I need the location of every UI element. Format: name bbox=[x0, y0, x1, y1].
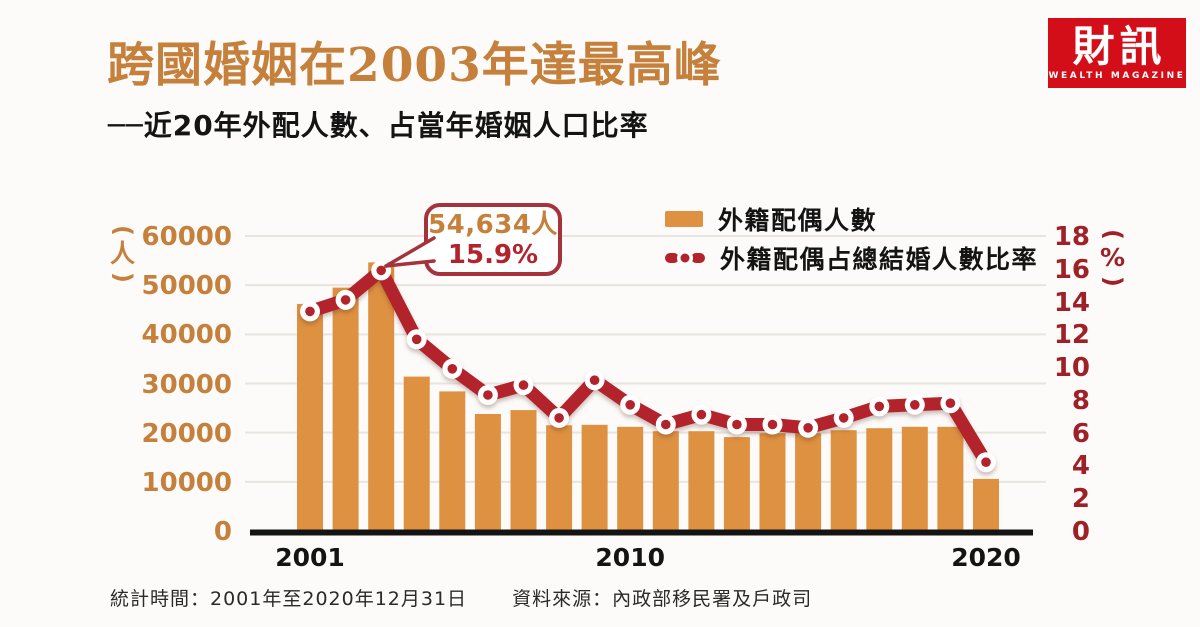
ratio-line-series bbox=[300, 260, 996, 473]
right-axis-tick-8: 8 bbox=[1071, 385, 1090, 416]
left-axis-tick-60000: 60000 bbox=[141, 222, 232, 252]
right-axis-tick-12: 12 bbox=[1053, 320, 1090, 351]
bar-2014 bbox=[759, 433, 786, 535]
right-axis-unit-label: (%) bbox=[1099, 229, 1128, 287]
bar-swatch-icon bbox=[665, 211, 703, 227]
marker-dot-2020 bbox=[981, 457, 991, 468]
legend-item-ratio: 外籍配偶占總結婚人數比率 bbox=[665, 243, 1039, 274]
legend-item-spouse-count: 外籍配偶人數 bbox=[665, 204, 1038, 235]
bar-2016 bbox=[830, 430, 857, 535]
right-axis-tick-18: 18 bbox=[1053, 222, 1090, 252]
right-axis-tick-14: 14 bbox=[1053, 287, 1090, 318]
marker-dot-2002 bbox=[340, 295, 351, 305]
logo-wordmark: 財訊 bbox=[1072, 22, 1167, 71]
marker-dot-2006 bbox=[483, 390, 493, 400]
legend-label-ratio: 外籍配偶占總結婚人數比率 bbox=[720, 245, 1039, 274]
marker-dot-2013 bbox=[732, 419, 742, 430]
bar-2012 bbox=[688, 431, 715, 535]
left-axis-unit-label: (人) bbox=[109, 225, 137, 283]
right-axis-ticks: 18 16 14 12 10 8 6 4 2 0 bbox=[1044, 0, 1090, 627]
marker-dot-2016 bbox=[838, 413, 849, 423]
right-axis-tick-2: 2 bbox=[1071, 484, 1090, 515]
left-axis-tick-50000: 50000 bbox=[141, 271, 232, 302]
marker-dot-2008 bbox=[554, 413, 564, 423]
x-axis-tick-2001: 2001 bbox=[275, 543, 345, 572]
line-swatch-icon bbox=[665, 249, 705, 267]
wealth-magazine-logo: 財訊 WEALTH MAGAZINE bbox=[1048, 18, 1186, 88]
peak-annotation-callout: 54,634人 15.9% bbox=[424, 203, 562, 276]
right-axis-tick-0: 0 bbox=[1071, 517, 1090, 547]
bar-2019 bbox=[937, 426, 964, 535]
bar-2006 bbox=[474, 414, 501, 535]
bar-2020 bbox=[973, 478, 999, 535]
marker-dot-2019 bbox=[945, 398, 956, 409]
footer-note: 統計時間：2001年至2020年12月31日 資料來源：內政部移民署及戶政司 bbox=[110, 584, 812, 611]
bar-2001 bbox=[297, 303, 323, 535]
x-axis-labels: 2001 2010 2020 bbox=[0, 543, 1200, 573]
bar-2005 bbox=[439, 391, 466, 535]
marker-dot-2005 bbox=[447, 364, 458, 374]
marker-dot-2011 bbox=[661, 419, 671, 430]
x-axis-line bbox=[250, 529, 1033, 536]
chart-legend: 外籍配偶人數 外籍配偶占總結婚人數比率 bbox=[665, 204, 1038, 282]
marker-dot-2018 bbox=[910, 400, 920, 410]
bar-2002 bbox=[332, 287, 359, 535]
left-axis-tick-0: 0 bbox=[213, 517, 232, 547]
bar-2008 bbox=[546, 425, 573, 535]
page-subtitle: ──近20年外配人數、占當年婚姻人口比率 bbox=[108, 109, 649, 142]
left-axis-ticks: 60000 50000 40000 30000 20000 10000 0 bbox=[137, 0, 232, 627]
bar-2004 bbox=[403, 376, 430, 535]
marker-dot-2004 bbox=[411, 334, 422, 345]
bar-2013 bbox=[723, 437, 750, 535]
data-source-text: 資料來源：內政部移民署及戶政司 bbox=[512, 588, 813, 610]
stat-period-text: 統計時間：2001年至2020年12月31日 bbox=[110, 588, 468, 610]
page-title: 跨國婚姻在2003年達最高峰 bbox=[107, 38, 722, 93]
bar-2009 bbox=[581, 424, 608, 535]
bar-2003 bbox=[368, 262, 395, 535]
peak-ratio-value: 15.9% bbox=[447, 239, 539, 270]
left-axis-tick-30000: 30000 bbox=[141, 369, 232, 400]
bar-2017 bbox=[866, 428, 893, 535]
marker-dot-2012 bbox=[696, 409, 707, 420]
x-axis-tick-2020: 2020 bbox=[951, 543, 1021, 572]
marker-dot-2017 bbox=[874, 401, 885, 412]
marker-dot-2007 bbox=[518, 380, 529, 390]
bar-2018 bbox=[901, 426, 928, 535]
marker-dot-2001 bbox=[305, 306, 315, 317]
left-axis-tick-10000: 10000 bbox=[141, 467, 232, 498]
right-axis-tick-6: 6 bbox=[1071, 418, 1090, 449]
marker-dot-2015 bbox=[803, 423, 813, 433]
bar-2011 bbox=[652, 431, 679, 535]
bar-2015 bbox=[795, 433, 822, 535]
legend-label-spouse-count: 外籍配偶人數 bbox=[718, 206, 878, 235]
right-axis-tick-16: 16 bbox=[1053, 254, 1090, 285]
left-axis-tick-40000: 40000 bbox=[141, 320, 232, 351]
left-axis-tick-20000: 20000 bbox=[141, 418, 232, 449]
bar-2007 bbox=[510, 410, 537, 535]
marker-dot-2010 bbox=[625, 400, 635, 410]
marker-dot-2009 bbox=[589, 375, 600, 386]
peak-count-value: 54,634人 bbox=[428, 209, 558, 240]
right-axis-tick-4: 4 bbox=[1071, 451, 1090, 482]
x-axis-tick-2010: 2010 bbox=[595, 543, 665, 572]
logo-tagline: WEALTH MAGAZINE bbox=[1048, 71, 1186, 81]
marker-dot-2003 bbox=[376, 265, 387, 276]
right-axis-tick-10: 10 bbox=[1053, 353, 1090, 384]
marker-dot-2014 bbox=[767, 419, 778, 430]
bar-2010 bbox=[617, 426, 644, 535]
annotation-pointer-icon bbox=[384, 236, 436, 268]
